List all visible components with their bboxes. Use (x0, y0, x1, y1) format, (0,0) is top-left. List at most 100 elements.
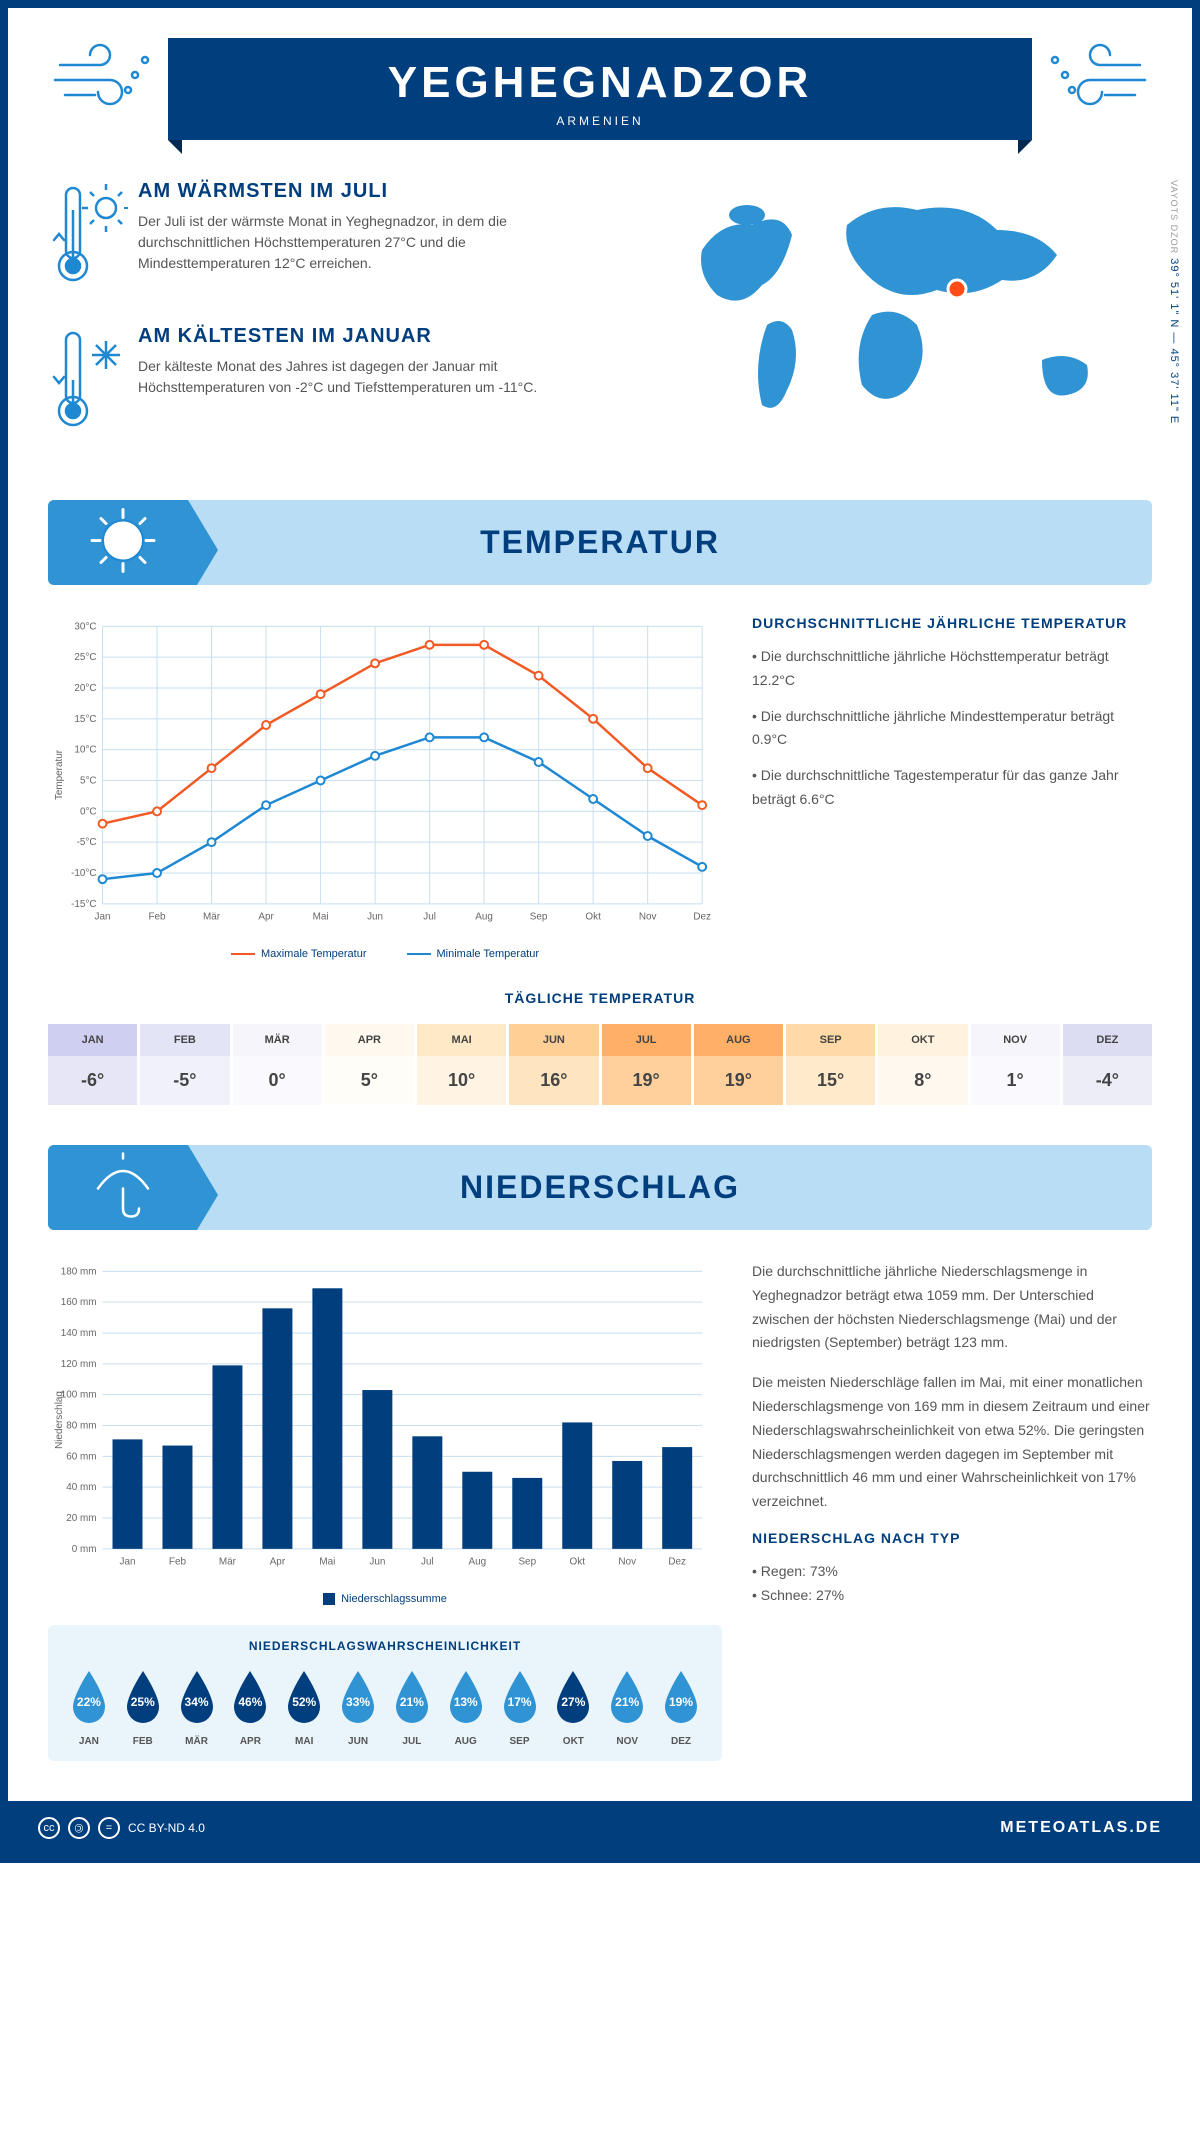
cold-text: Der kälteste Monat des Jahres ist dagege… (138, 356, 558, 398)
bullet: • Regen: 73% (752, 1560, 1152, 1584)
precip-p2: Die meisten Niederschläge fallen im Mai,… (752, 1371, 1152, 1514)
svg-text:0 mm: 0 mm (72, 1544, 97, 1555)
svg-text:-5°C: -5°C (77, 837, 97, 848)
svg-text:Aug: Aug (475, 912, 493, 923)
drop-item: 17%SEP (496, 1667, 544, 1747)
drop-item: 52%MAI (280, 1667, 328, 1747)
bullet: • Die durchschnittliche jährliche Höchst… (752, 645, 1152, 693)
temp-row: -15°C-10°C-5°C0°C5°C10°C15°C20°C25°C30°C… (48, 615, 1152, 960)
brand: METEOATLAS.DE (1000, 1819, 1162, 1837)
temp-side-text: DURCHSCHNITTLICHE JÄHRLICHE TEMPERATUR •… (752, 615, 1152, 960)
svg-text:Feb: Feb (169, 1557, 187, 1568)
temp-cell: OKT8° (878, 1024, 967, 1105)
svg-text:Nov: Nov (618, 1557, 636, 1568)
cold-title: AM KÄLTESTEN IM JANUAR (138, 325, 558, 348)
top-row: AM WÄRMSTEN IM JULI Der Juli ist der wär… (48, 180, 1152, 470)
drop-item: 33%JUN (334, 1667, 382, 1747)
cold-block: AM KÄLTESTEN IM JANUAR Der kälteste Mona… (48, 325, 672, 440)
precip-chart: 0 mm20 mm40 mm60 mm80 mm100 mm120 mm140 … (48, 1260, 722, 1761)
wind-icon-right (1040, 40, 1150, 110)
section-header-precip: NIEDERSCHLAG (48, 1145, 1152, 1230)
drop-item: 22%JAN (65, 1667, 113, 1747)
warm-title: AM WÄRMSTEN IM JULI (138, 180, 558, 203)
svg-text:Niederschlag: Niederschlag (54, 1391, 65, 1449)
svg-text:Okt: Okt (570, 1557, 586, 1568)
svg-text:Jun: Jun (367, 912, 383, 923)
temp-legend: Maximale Temperatur Minimale Temperatur (48, 948, 722, 960)
svg-text:Apr: Apr (258, 912, 274, 923)
drop-item: 21%JUL (388, 1667, 436, 1747)
precip-row: 0 mm20 mm40 mm60 mm80 mm100 mm120 mm140 … (48, 1260, 1152, 1761)
precip-subtitle: NIEDERSCHLAG NACH TYP (752, 1530, 1152, 1546)
page: YEGHEGNADZOR ARMENIEN AM WÄRMSTEN IM JUL… (0, 0, 1200, 1863)
svg-text:Aug: Aug (468, 1557, 486, 1568)
section-header-temp: TEMPERATUR (48, 500, 1152, 585)
header-banner: YEGHEGNADZOR ARMENIEN (168, 38, 1032, 140)
svg-text:Temperatur: Temperatur (54, 749, 65, 800)
coordinates: VAYOTS DZOR 39° 51' 1" N — 45° 37' 11" E (1168, 180, 1180, 424)
temp-chart: -15°C-10°C-5°C0°C5°C10°C15°C20°C25°C30°C… (48, 615, 722, 960)
page-subtitle: ARMENIEN (168, 114, 1032, 128)
svg-text:Mai: Mai (313, 912, 329, 923)
drop-item: 21%NOV (603, 1667, 651, 1747)
license: cc🄯= CC BY-ND 4.0 (38, 1817, 205, 1839)
svg-text:Jul: Jul (423, 912, 436, 923)
temp-cell: JUN16° (509, 1024, 598, 1105)
umbrella-icon (88, 1150, 158, 1225)
drops-title: NIEDERSCHLAGSWAHRSCHEINLICHKEIT (62, 1639, 708, 1653)
svg-text:Mai: Mai (319, 1557, 335, 1568)
svg-text:Dez: Dez (693, 912, 711, 923)
wind-icon-left (50, 40, 160, 110)
svg-text:40 mm: 40 mm (66, 1482, 96, 1493)
temp-cell: SEP15° (786, 1024, 875, 1105)
daily-temp-title: TÄGLICHE TEMPERATUR (48, 990, 1152, 1006)
svg-text:Feb: Feb (148, 912, 166, 923)
section-title-precip: NIEDERSCHLAG (48, 1169, 1152, 1206)
temp-cell: JAN-6° (48, 1024, 137, 1105)
info-column: AM WÄRMSTEN IM JULI Der Juli ist der wär… (48, 180, 672, 470)
svg-text:-15°C: -15°C (71, 899, 96, 910)
drop-item: 19%DEZ (657, 1667, 705, 1747)
svg-text:Jun: Jun (369, 1557, 385, 1568)
svg-text:Mär: Mär (203, 912, 221, 923)
svg-text:Jan: Jan (120, 1557, 136, 1568)
precip-p1: Die durchschnittliche jährliche Niedersc… (752, 1260, 1152, 1355)
drop-item: 46%APR (226, 1667, 274, 1747)
svg-text:Dez: Dez (668, 1557, 686, 1568)
svg-text:Mär: Mär (219, 1557, 237, 1568)
svg-text:160 mm: 160 mm (61, 1297, 97, 1308)
svg-text:60 mm: 60 mm (66, 1451, 96, 1462)
precip-legend: Niederschlagssumme (48, 1593, 722, 1605)
world-map: VAYOTS DZOR 39° 51' 1" N — 45° 37' 11" E (672, 180, 1152, 470)
svg-text:30°C: 30°C (74, 621, 96, 632)
footer: cc🄯= CC BY-ND 4.0 METEOATLAS.DE (8, 1801, 1192, 1855)
drop-item: 25%FEB (119, 1667, 167, 1747)
thermometer-snow-icon (48, 325, 138, 440)
drop-item: 27%OKT (549, 1667, 597, 1747)
thermometer-sun-icon (48, 180, 138, 295)
svg-text:25°C: 25°C (74, 652, 96, 663)
precip-side-text: Die durchschnittliche jährliche Niedersc… (752, 1260, 1152, 1761)
temp-cell: MAI10° (417, 1024, 506, 1105)
svg-text:5°C: 5°C (80, 775, 97, 786)
warm-text: Der Juli ist der wärmste Monat in Yegheg… (138, 211, 558, 274)
svg-text:Jan: Jan (95, 912, 111, 923)
page-title: YEGHEGNADZOR (168, 58, 1032, 108)
svg-text:15°C: 15°C (74, 714, 96, 725)
svg-text:Sep: Sep (530, 912, 548, 923)
svg-text:Sep: Sep (518, 1557, 536, 1568)
svg-text:-10°C: -10°C (71, 868, 96, 879)
temp-cell: FEB-5° (140, 1024, 229, 1105)
svg-text:0°C: 0°C (80, 806, 97, 817)
svg-text:100 mm: 100 mm (61, 1390, 97, 1401)
drop-item: 34%MÄR (173, 1667, 221, 1747)
svg-text:Jul: Jul (421, 1557, 434, 1568)
svg-text:Nov: Nov (639, 912, 657, 923)
svg-text:20 mm: 20 mm (66, 1513, 96, 1524)
temp-cell: JUL19° (602, 1024, 691, 1105)
svg-text:20°C: 20°C (74, 683, 96, 694)
drops-box: NIEDERSCHLAGSWAHRSCHEINLICHKEIT 22%JAN25… (48, 1625, 722, 1761)
svg-text:180 mm: 180 mm (61, 1266, 97, 1277)
sun-icon (88, 505, 158, 580)
svg-text:140 mm: 140 mm (61, 1328, 97, 1339)
